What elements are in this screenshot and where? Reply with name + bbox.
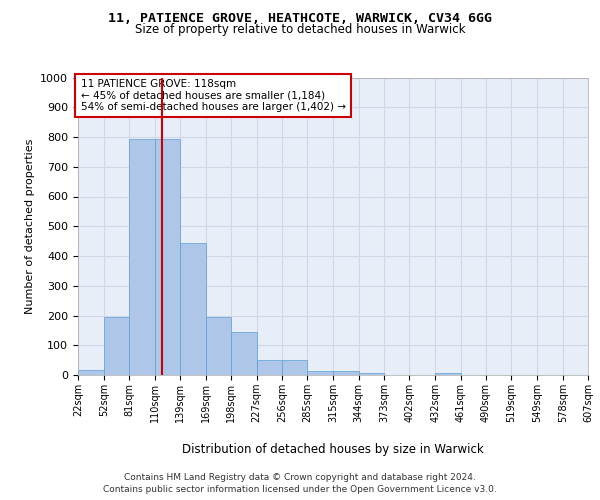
Bar bbox=[436, 372, 461, 375]
Bar bbox=[155, 139, 180, 375]
Text: Distribution of detached houses by size in Warwick: Distribution of detached houses by size … bbox=[182, 442, 484, 456]
Bar bbox=[232, 332, 257, 375]
Bar bbox=[307, 371, 334, 375]
Bar bbox=[180, 243, 206, 375]
Bar bbox=[130, 139, 155, 375]
Text: Size of property relative to detached houses in Warwick: Size of property relative to detached ho… bbox=[135, 22, 465, 36]
Bar bbox=[104, 316, 130, 375]
Bar bbox=[334, 371, 359, 375]
Bar bbox=[359, 372, 384, 375]
Text: Contains public sector information licensed under the Open Government Licence v3: Contains public sector information licen… bbox=[103, 485, 497, 494]
Bar bbox=[257, 360, 282, 375]
Text: Contains HM Land Registry data © Crown copyright and database right 2024.: Contains HM Land Registry data © Crown c… bbox=[124, 472, 476, 482]
Y-axis label: Number of detached properties: Number of detached properties bbox=[25, 138, 35, 314]
Bar bbox=[282, 360, 307, 375]
Text: 11 PATIENCE GROVE: 118sqm
← 45% of detached houses are smaller (1,184)
54% of se: 11 PATIENCE GROVE: 118sqm ← 45% of detac… bbox=[80, 79, 346, 112]
Text: 11, PATIENCE GROVE, HEATHCOTE, WARWICK, CV34 6GG: 11, PATIENCE GROVE, HEATHCOTE, WARWICK, … bbox=[108, 12, 492, 26]
Bar bbox=[78, 370, 104, 375]
Bar bbox=[206, 316, 232, 375]
